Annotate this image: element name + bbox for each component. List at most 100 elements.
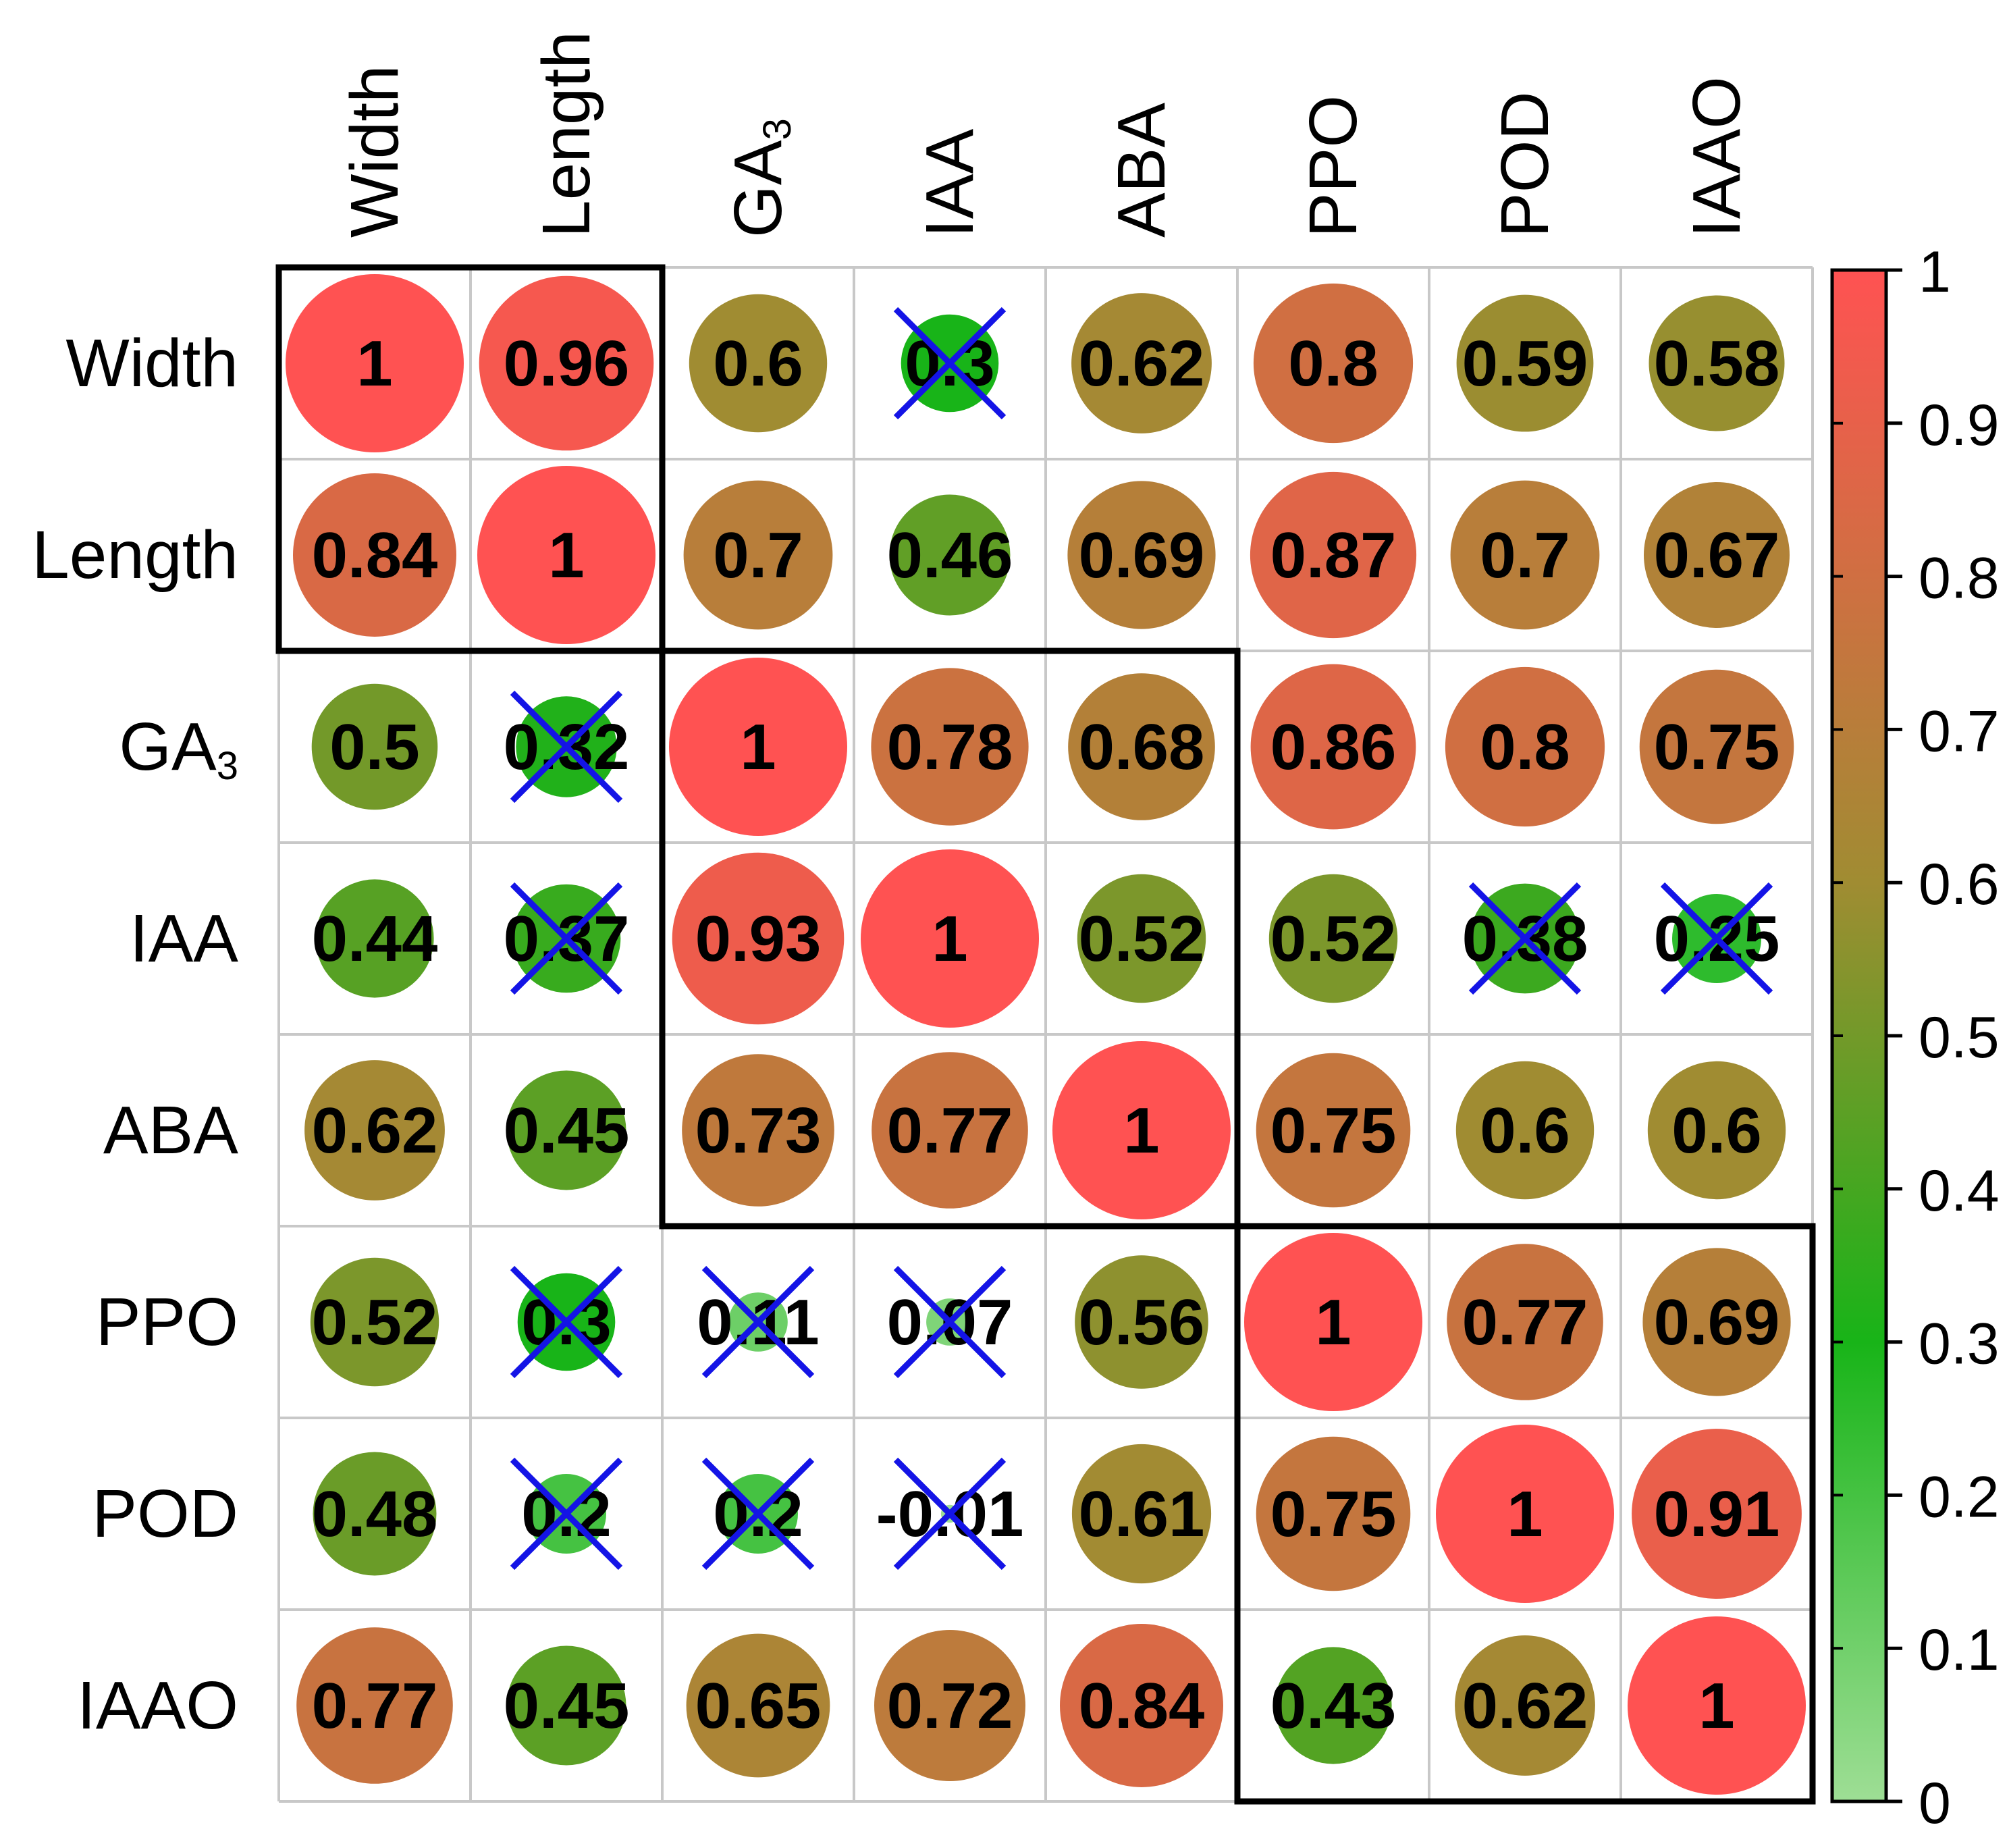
insignificant-cross-line <box>701 1457 815 1570</box>
correlation-circle <box>1436 1425 1614 1603</box>
cell-value-label: 1 <box>548 519 584 591</box>
colorbar-tick-label: 0.3 <box>1919 1312 2000 1377</box>
correlation-circle <box>1647 1061 1786 1200</box>
cell-value-label: 0.87 <box>1270 519 1397 591</box>
row-label: Width <box>65 325 238 401</box>
correlation-circle <box>293 473 456 637</box>
correlation-circle <box>872 1052 1028 1209</box>
correlation-circle <box>479 275 654 451</box>
insignificant-cross-line <box>510 690 623 803</box>
circle-layer <box>286 274 1806 1795</box>
cell-value-label: 0.6 <box>1480 1094 1570 1167</box>
row-label: PPO <box>96 1284 238 1360</box>
row-label: ABA <box>103 1092 238 1168</box>
correlation-circle <box>1060 1624 1223 1787</box>
cell-value-label: 1 <box>1507 1478 1543 1550</box>
colorbar-tick-label: 0.6 <box>1919 852 2000 917</box>
correlation-circle <box>1642 1248 1791 1396</box>
row-label: GA3 <box>119 709 238 788</box>
insignificant-cross-line <box>510 1457 623 1570</box>
correlation-circle <box>1075 1255 1208 1389</box>
cell-value-label: 0.61 <box>1079 1478 1205 1550</box>
cell-value-label: 0.84 <box>312 519 438 591</box>
cell-value-label: 0.6 <box>1671 1094 1761 1167</box>
cell-value-label: 0.93 <box>695 903 822 975</box>
axis-label-layer: Width Length GA3 IAA ABA PPO POD IAAO Width Lengt… <box>32 31 1754 1743</box>
cell-value-label: 0.75 <box>1654 711 1780 783</box>
cell-value-label: 0.46 <box>887 519 1013 591</box>
cell-value-label: 0.73 <box>695 1094 822 1167</box>
correlation-circle <box>1244 1233 1422 1411</box>
insignificant-cross-line <box>1660 882 1773 995</box>
correlation-circle <box>1455 1061 1595 1200</box>
insignificant-cross-line <box>1468 882 1582 995</box>
colorbar-tick-label: 0.1 <box>1919 1618 2000 1683</box>
correlation-circle <box>1447 1244 1603 1400</box>
colorbar-tick-label: 1 <box>1919 240 1951 305</box>
correlation-circle <box>1649 295 1785 431</box>
cell-value-label: 0.86 <box>1270 711 1397 783</box>
cell-value-label: 0.56 <box>1079 1286 1205 1358</box>
cell-value-label: 0.77 <box>1462 1286 1588 1358</box>
correlation-circle <box>286 274 464 452</box>
column-label: Width <box>337 65 412 238</box>
cell-value-label: 0.75 <box>1270 1094 1397 1167</box>
cell-value-label: 0.8 <box>1480 711 1570 783</box>
correlation-circle <box>686 1633 830 1778</box>
insignificant-cross-line <box>510 1265 623 1379</box>
row-label: IAA <box>130 901 238 976</box>
correlation-circle <box>1644 482 1790 628</box>
correlation-circle <box>861 849 1039 1028</box>
correlation-circle <box>1077 874 1206 1003</box>
correlation-circle <box>1445 666 1605 827</box>
correlation-circle <box>689 294 828 433</box>
cell-value-label: 0.65 <box>695 1670 822 1742</box>
cluster-box <box>1234 1223 1816 1805</box>
correlation-circle <box>1253 283 1414 444</box>
column-label: IAA <box>912 129 988 238</box>
cell-value-label: 0.6 <box>713 327 803 400</box>
cell-value-label: 1 <box>740 711 776 783</box>
correlation-circle <box>304 1060 445 1200</box>
correlation-circle <box>669 658 847 836</box>
cell-value-label: 0.52 <box>1270 903 1397 975</box>
row-label: POD <box>92 1476 238 1552</box>
cross-layer <box>510 307 1773 1570</box>
cell-value-label: 0.91 <box>1654 1478 1780 1550</box>
correlation-circle <box>1275 1647 1392 1764</box>
correlation-circle <box>1450 480 1600 630</box>
correlation-circle <box>889 494 1011 616</box>
column-label: POD <box>1487 91 1563 238</box>
correlation-circle <box>1250 664 1416 830</box>
correlation-circle <box>1455 1635 1595 1776</box>
correlation-circle <box>506 1645 626 1766</box>
cell-value-label: 1 <box>356 327 392 400</box>
correlation-circle <box>1052 1041 1231 1219</box>
correlation-circle <box>1068 673 1215 820</box>
correlation-circle <box>874 1630 1025 1781</box>
cell-value-label: 1 <box>932 903 967 975</box>
cell-value-label: 1 <box>1698 1670 1734 1742</box>
cell-value-label: 0.72 <box>887 1670 1013 1742</box>
cell-value-label: 0.7 <box>1480 519 1570 591</box>
correlation-circle <box>682 1054 834 1207</box>
correlation-circle <box>1628 1616 1806 1795</box>
cell-value-label: 0.75 <box>1270 1478 1397 1550</box>
cell-value-label: 0.84 <box>1079 1670 1205 1742</box>
correlation-circle <box>296 1627 453 1784</box>
cluster-box <box>275 264 666 654</box>
correlation-circle <box>311 683 438 810</box>
insignificant-cross-line <box>510 882 623 995</box>
cell-value-label: 0.58 <box>1654 327 1780 400</box>
cell-value-label: 0.59 <box>1462 327 1588 400</box>
correlation-circle <box>1256 1053 1411 1208</box>
cell-value-label: 0.62 <box>1462 1670 1588 1742</box>
cell-value-label: 0.43 <box>1270 1670 1397 1742</box>
cell-value-label: 1 <box>1315 1286 1351 1358</box>
insignificant-cross-line <box>893 1265 1007 1379</box>
cell-value-label: 0.8 <box>1288 327 1378 400</box>
cell-value-label: 0.62 <box>1079 327 1205 400</box>
correlation-circle <box>1268 874 1398 1003</box>
